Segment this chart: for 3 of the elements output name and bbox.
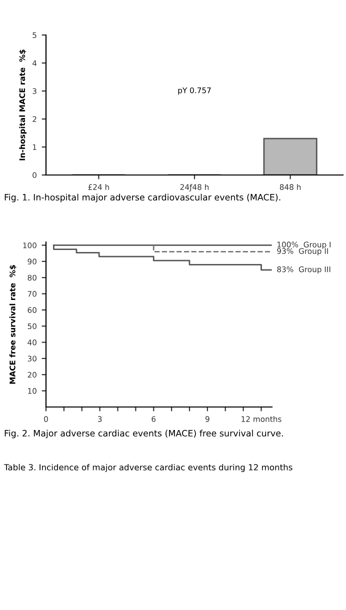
text: Fig. 2. Major adverse cardiac events (MACE) free survival curve. (4, 430, 283, 438)
caption: Table 3. Incidence of major adverse cardiac events during 12 months (4, 464, 292, 472)
text: Fig. 1. In-hospital major adverse cardiovascular events (MACE). (4, 194, 280, 202)
